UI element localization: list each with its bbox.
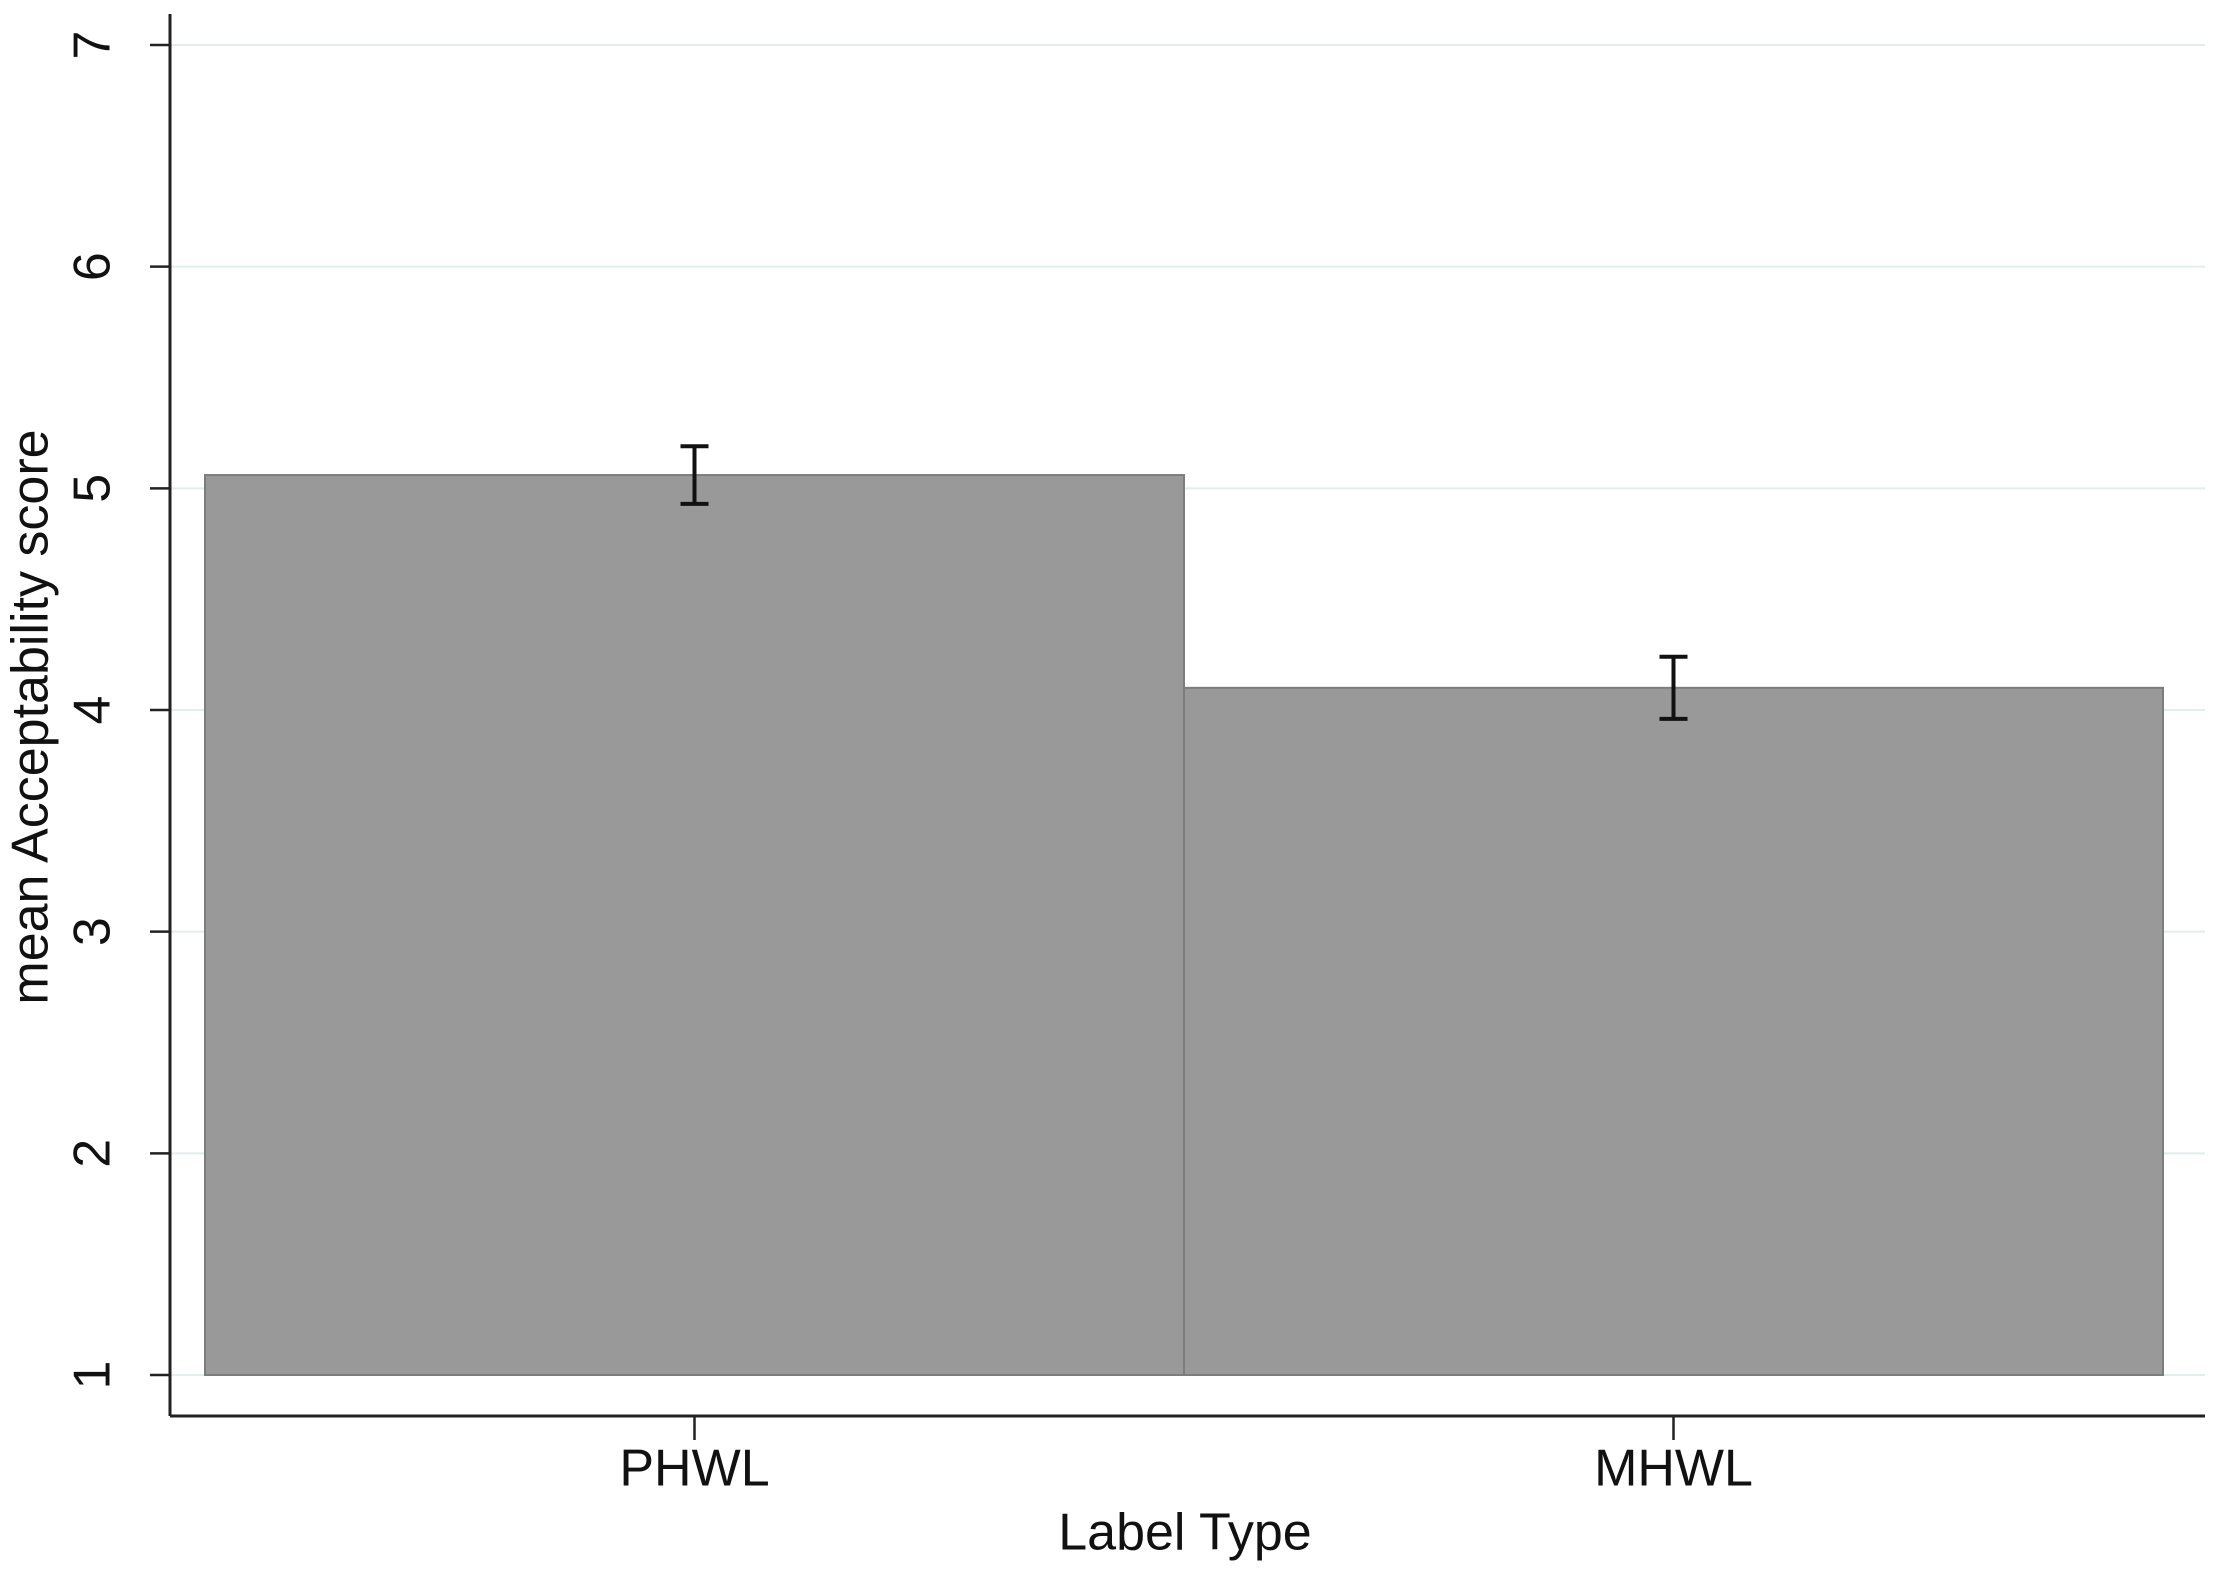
y-tick-label: 2	[64, 1139, 122, 1168]
error-bar	[1659, 654, 1688, 721]
y-tick-label: 3	[64, 917, 122, 946]
y-tick-label: 4	[64, 696, 122, 725]
error-bar	[680, 444, 709, 506]
bar	[1183, 686, 2164, 1376]
x-axis-title: Label Type	[1058, 1504, 1311, 1562]
x-tick-label: MHWL	[1594, 1440, 1753, 1498]
bar	[204, 474, 1185, 1376]
y-tick-label: 1	[64, 1361, 122, 1390]
x-tick-label: PHWL	[619, 1440, 769, 1498]
y-tick-label: 7	[64, 31, 122, 60]
y-axis-title: mean Acceptability score	[2, 429, 60, 1004]
y-tick-label: 6	[64, 252, 122, 281]
y-tick-label: 5	[64, 474, 122, 503]
